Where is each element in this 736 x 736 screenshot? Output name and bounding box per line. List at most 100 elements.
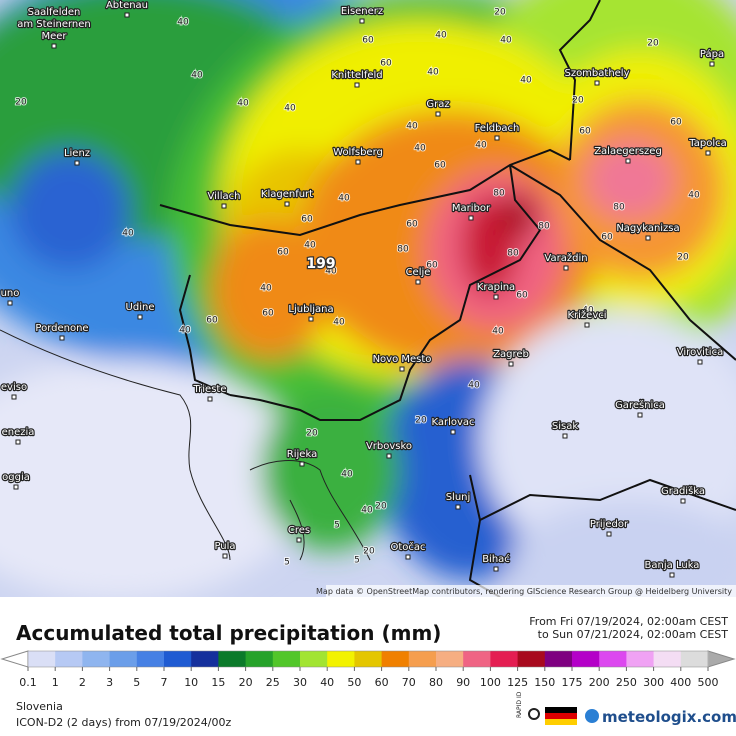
place-marker xyxy=(355,159,361,165)
period-to: to Sun 07/21/2024, 02:00am CEST xyxy=(538,628,729,641)
place-label: enezia xyxy=(2,427,35,438)
place-label: Villach xyxy=(208,191,241,202)
contour-label: 5 xyxy=(354,556,360,566)
color-bin xyxy=(517,651,546,667)
place-label: am Steinernen xyxy=(17,19,91,30)
contour-label: 60 xyxy=(516,291,528,301)
precipitation-field xyxy=(0,0,736,597)
contour-label: 60 xyxy=(579,127,591,137)
place-marker xyxy=(705,150,711,156)
contour-label: 60 xyxy=(601,233,613,243)
coastline xyxy=(0,329,371,561)
contour-label: 40 xyxy=(341,470,353,480)
place-label: Novo Mesto xyxy=(373,354,432,365)
place-label: Vrbovsko xyxy=(366,441,412,452)
color-bin xyxy=(436,651,464,667)
legend-title: Accumulated total precipitation (mm) xyxy=(16,621,441,645)
flag-gold xyxy=(545,719,577,725)
place-label: Virovitica xyxy=(677,347,723,358)
contour-label: 60 xyxy=(670,118,682,128)
place-marker xyxy=(222,553,228,559)
place-marker xyxy=(221,203,227,209)
contour-label: 5 xyxy=(334,521,340,531)
place-label: Klagenfurt xyxy=(261,189,313,200)
place-label: Gradiška xyxy=(661,485,705,497)
place-label: Wolfsberg xyxy=(333,147,383,158)
contour-label: 40 xyxy=(520,76,532,86)
contour-label: 40 xyxy=(333,318,345,328)
place-label: Križevci xyxy=(567,309,606,321)
borders xyxy=(159,0,736,597)
contour-label: 40 xyxy=(338,194,350,204)
contour-label: 40 xyxy=(179,326,191,336)
place-label: oggia xyxy=(2,472,30,483)
contour-label: 60 xyxy=(426,261,438,271)
tick-label: 70 xyxy=(402,676,416,689)
color-bin xyxy=(136,651,165,667)
color-bin xyxy=(300,651,328,667)
place-marker xyxy=(51,43,57,49)
place-label: Sisak xyxy=(552,421,578,432)
tick-label: 300 xyxy=(643,676,664,689)
tick-label: 50 xyxy=(347,676,361,689)
place-marker xyxy=(74,160,80,166)
contour-label: 40 xyxy=(688,191,700,201)
place-marker xyxy=(299,461,305,467)
tick-label: 40 xyxy=(320,676,334,689)
tick-label: 20 xyxy=(239,676,253,689)
color-bin xyxy=(354,651,383,667)
place-marker xyxy=(124,12,130,18)
place-marker xyxy=(7,300,13,306)
tick-label: 175 xyxy=(562,676,583,689)
place-marker xyxy=(455,504,461,510)
place-marker xyxy=(637,412,643,418)
place-label: Pula xyxy=(214,541,235,552)
color-bin xyxy=(490,651,519,667)
logo-icon xyxy=(585,709,599,723)
place-label: Feldbach xyxy=(475,123,520,134)
contour-label: 20 xyxy=(306,429,318,439)
tick-label: 150 xyxy=(534,676,555,689)
color-bin xyxy=(572,651,600,667)
place-marker xyxy=(207,396,213,402)
place-label: Maribor xyxy=(452,203,491,214)
contour-label: 60 xyxy=(380,59,392,69)
place-marker xyxy=(435,111,441,117)
place-marker xyxy=(51,31,57,37)
place-label: Varaždin xyxy=(544,252,587,264)
place-marker xyxy=(354,82,360,88)
place-label: Knittelfeld xyxy=(331,70,382,81)
place-label: Krapina xyxy=(477,282,515,293)
tick-label: 15 xyxy=(211,676,225,689)
place-label: Nagykanizsa xyxy=(616,223,679,234)
contour-label: 60 xyxy=(206,316,218,326)
place-marker xyxy=(468,215,474,221)
color-bin xyxy=(680,651,709,667)
tick-label: 30 xyxy=(293,676,307,689)
flag-red xyxy=(545,713,577,719)
contour-label: 40 xyxy=(500,36,512,46)
place-label: Meer xyxy=(41,31,67,42)
place-marker xyxy=(399,366,405,372)
place-label: Trieste xyxy=(193,384,227,395)
contour-label: 40 xyxy=(435,31,447,41)
contour-label: 20 xyxy=(375,502,387,512)
place-marker xyxy=(11,394,17,400)
contour-label: 20 xyxy=(494,8,506,18)
color-bin xyxy=(327,651,355,667)
map: 40 40 20 40 40 60 40 40 60 40 20 20 60 20 40 40 40 60 40 60… xyxy=(0,0,736,597)
place-label: Bihać xyxy=(482,553,510,565)
tick-label: 10 xyxy=(184,676,198,689)
place-label: Rijeka xyxy=(287,449,317,460)
place-label: Graz xyxy=(426,99,449,110)
place-marker xyxy=(709,61,715,67)
place-marker xyxy=(493,566,499,572)
attribution-bg xyxy=(326,585,736,597)
place-marker xyxy=(13,484,19,490)
place-label: uno xyxy=(1,288,20,299)
color-bin xyxy=(218,651,247,667)
contour-label: 60 xyxy=(362,36,374,46)
contour-label: 40 xyxy=(582,306,594,316)
contour-label: 20 xyxy=(572,96,584,106)
